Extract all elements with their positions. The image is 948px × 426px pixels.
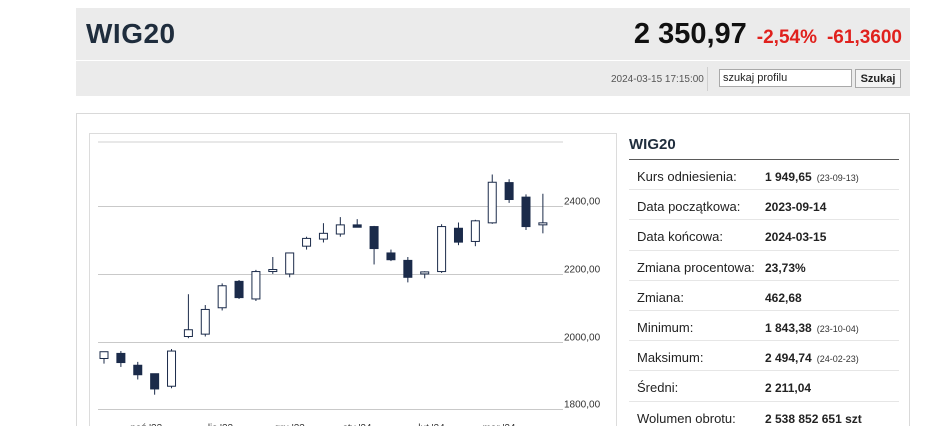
summary-value: 2023-09-14 [765, 200, 827, 215]
summary-value: 2 211,04 [765, 381, 812, 396]
summary-row: Data końcowa: 2024-03-15 [629, 220, 899, 251]
candle-body [386, 252, 396, 261]
candle-body [420, 271, 430, 275]
quote-header: WIG20 2 350,97 -2,54% -61,3600 2024-03-1… [76, 8, 910, 96]
summary-label: Zmiana: [637, 289, 684, 305]
summary-row: Wolumen obrotu: 2 538 852 651 szt [629, 402, 899, 426]
summary-label: Kurs odniesienia: [637, 169, 737, 184]
chart-panel: 1800,00 2000,00 2200,00 2400,00 paź '23 lis '… [76, 113, 910, 426]
chart-canvas: 1800,00 2000,00 2200,00 2400,00 paź '23 lis '… [98, 141, 601, 426]
candle-body [504, 182, 514, 201]
candle-body [335, 224, 345, 235]
header-separator [707, 67, 708, 91]
summary-row: Średni: 2 211,04 [629, 371, 899, 402]
summary-extra: (24-02-23) [816, 354, 859, 365]
candle-body [183, 329, 193, 338]
summary-row: Zmiana: 462,68 [629, 281, 899, 311]
search-button[interactable]: Szukaj [855, 69, 901, 88]
x-tick-label: sty '24 [343, 423, 372, 426]
x-tick-label: lis '23 [208, 423, 234, 426]
candle-body [99, 351, 109, 359]
summary-row: Data początkowa: 2023-09-14 [629, 190, 899, 221]
candle-body [403, 259, 413, 278]
candle-body [352, 224, 362, 228]
candle-body [437, 226, 447, 273]
summary-value: 1 843,38 [765, 320, 812, 335]
change-percent: -2,54% [756, 27, 817, 48]
candle-body [318, 232, 328, 240]
candle-body [167, 350, 177, 387]
x-tick-label: mar '24 [482, 423, 515, 426]
summary-row: Zmiana procentowa: 23,73% [629, 251, 899, 281]
summary-rows: Kurs odniesienia: 1 949,65 (23-09-13) Data … [629, 160, 899, 426]
candle-body [217, 285, 227, 309]
candle-body [133, 364, 143, 376]
candle-body [116, 352, 126, 364]
candle-body [453, 227, 463, 243]
candle-body [285, 252, 295, 275]
change-absolute: -61,3600 [826, 27, 902, 48]
summary-extra: (23-09-13) [816, 173, 859, 183]
summary-row: Minimum: 1 843,38 (23-10-04) [629, 311, 899, 342]
summary-row: Maksimum: 2 494,74 (24-02-23) [629, 341, 899, 372]
x-tick-label: paź '23 [130, 423, 162, 426]
summary-label: Wolumen obrotu: [637, 410, 736, 426]
y-tick-label: 2400,00 [564, 197, 601, 208]
summary-value: 1 949,65 [765, 170, 812, 184]
last-price: 2 350,97 [633, 18, 747, 50]
summary-label: Zmiana procentowa: [637, 259, 755, 275]
candle-body [521, 196, 531, 228]
summary-label: Data początkowa: [637, 199, 741, 215]
x-tick-label: gru '23 [275, 423, 306, 426]
summary-value: 462,68 [765, 290, 802, 305]
summary-label: Średni: [637, 380, 679, 396]
summary-label: Data końcowa: [637, 229, 723, 245]
candle-body [251, 271, 261, 300]
header-divider [76, 60, 910, 61]
summary-value: 2 494,74 [765, 351, 812, 366]
summary-label: Maksimum: [637, 350, 704, 366]
summary-value: 23,73% [765, 260, 806, 275]
candle-body [268, 269, 278, 273]
candle-body [470, 220, 480, 242]
y-tick-label: 1800,00 [564, 400, 601, 411]
candle-body [369, 226, 379, 250]
summary-label: Minimum: [637, 319, 694, 335]
quote-values: 2 350,97 -2,54% -61,3600 [634, 18, 902, 51]
summary-title: WIG20 [629, 136, 899, 160]
summary-value: 2024-03-15 [765, 230, 827, 245]
candle-body [302, 237, 312, 247]
summary-extra: (23-10-04) [816, 323, 859, 334]
index-title: WIG20 [86, 18, 176, 49]
candlestick-chart[interactable]: 1800,00 2000,00 2200,00 2400,00 paź '23 lis '… [89, 133, 617, 426]
candle-body [234, 280, 244, 299]
candle-body [538, 222, 548, 226]
y-tick-label: 2000,00 [564, 333, 601, 344]
y-tick-label: 2200,00 [564, 265, 601, 276]
candle-body [150, 373, 160, 390]
summary-row: Kurs odniesienia: 1 949,65 (23-09-13) [629, 160, 899, 191]
quote-timestamp: 2024-03-15 17:15:00 [611, 74, 704, 85]
summary-value: 2 538 852 651 szt [765, 411, 862, 426]
search-profile-input[interactable] [719, 69, 852, 87]
candle-body [487, 181, 497, 224]
summary-table: WIG20 Kurs odniesienia: 1 949,65 (23-09-13… [629, 136, 899, 426]
candle-body [200, 308, 210, 335]
x-tick-label: lut '24 [418, 423, 445, 426]
